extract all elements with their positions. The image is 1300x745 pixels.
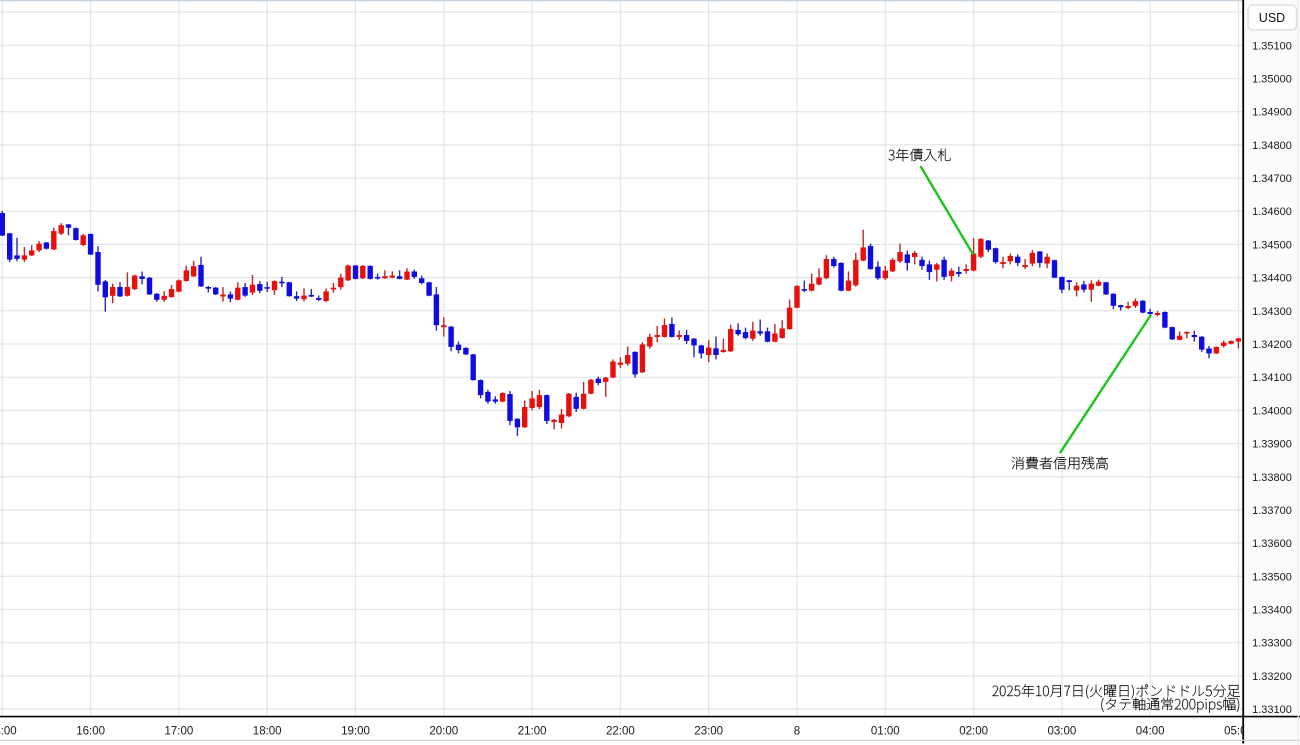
svg-text:1.33500: 1.33500: [1252, 571, 1292, 583]
svg-text:1.33800: 1.33800: [1252, 472, 1292, 484]
svg-text:1.34400: 1.34400: [1252, 273, 1292, 285]
svg-text:01:00: 01:00: [871, 726, 900, 738]
svg-text:USD: USD: [1259, 11, 1285, 25]
svg-text:1.33100: 1.33100: [1252, 704, 1292, 716]
svg-text:23:00: 23:00: [694, 726, 723, 738]
svg-text:8: 8: [794, 726, 800, 738]
svg-text:1.33200: 1.33200: [1252, 671, 1292, 683]
svg-text:1.33400: 1.33400: [1252, 605, 1292, 617]
svg-text:1.34300: 1.34300: [1252, 306, 1292, 318]
svg-text:03:00: 03:00: [1048, 726, 1077, 738]
svg-text:1.33700: 1.33700: [1252, 505, 1292, 517]
svg-text:1.34100: 1.34100: [1252, 372, 1292, 384]
svg-text:1.33600: 1.33600: [1252, 538, 1292, 550]
svg-text:1.34700: 1.34700: [1252, 173, 1292, 185]
svg-text:16:00: 16:00: [76, 726, 105, 738]
svg-text:17:00: 17:00: [165, 726, 194, 738]
svg-text:1.35000: 1.35000: [1252, 74, 1292, 86]
svg-text:19:00: 19:00: [341, 726, 370, 738]
svg-text:1.34600: 1.34600: [1252, 206, 1292, 218]
svg-text:1.34900: 1.34900: [1252, 107, 1292, 119]
svg-text:02:00: 02:00: [959, 726, 988, 738]
svg-text:18:00: 18:00: [253, 726, 282, 738]
svg-text:22:00: 22:00: [606, 726, 635, 738]
svg-text:1.35100: 1.35100: [1252, 40, 1292, 52]
svg-text:1.34200: 1.34200: [1252, 339, 1292, 351]
svg-text:21:00: 21:00: [518, 726, 547, 738]
svg-text:20:00: 20:00: [429, 726, 458, 738]
svg-text:1.34500: 1.34500: [1252, 239, 1292, 251]
svg-text:15:00: 15:00: [0, 726, 17, 738]
svg-text:1.34800: 1.34800: [1252, 140, 1292, 152]
svg-text:1.33900: 1.33900: [1252, 439, 1292, 451]
svg-text:05:00: 05:00: [1224, 726, 1253, 738]
svg-text:04:00: 04:00: [1136, 726, 1165, 738]
svg-text:1.33300: 1.33300: [1252, 638, 1292, 650]
svg-text:1.34000: 1.34000: [1252, 405, 1292, 417]
